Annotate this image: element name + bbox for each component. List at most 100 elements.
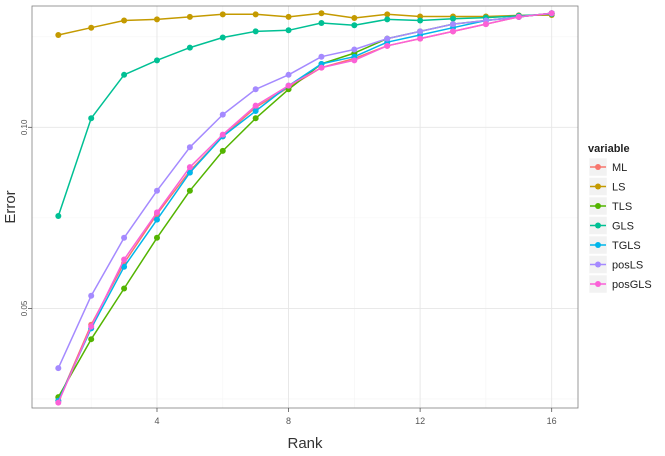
- data-point-posGLS: [384, 42, 391, 49]
- legend-key-point: [595, 183, 601, 190]
- legend-item-ML: ML: [588, 157, 627, 177]
- legend-key-point: [595, 281, 601, 287]
- data-point-GLS: [285, 27, 292, 34]
- legend-key-point: [595, 242, 601, 248]
- legend-key-point: [595, 261, 601, 268]
- data-point-LS: [351, 14, 358, 21]
- legend-label: posGLS: [612, 279, 652, 291]
- data-point-posGLS: [548, 10, 555, 17]
- data-point-posGLS: [318, 64, 325, 71]
- x-tick-label: 12: [415, 416, 425, 426]
- data-point-posGLS: [417, 35, 424, 42]
- data-point-posLS: [186, 144, 193, 151]
- data-point-posLS: [153, 187, 160, 194]
- y-axis-ticks: 0.05 0.10: [20, 119, 32, 316]
- data-point-TLS: [252, 115, 259, 122]
- data-point-posGLS: [121, 256, 128, 263]
- data-point-posGLS: [351, 57, 358, 64]
- data-point-posGLS: [186, 164, 193, 171]
- legend-label: posLS: [612, 260, 643, 272]
- data-point-posLS: [121, 234, 128, 241]
- data-point-LS: [88, 24, 95, 31]
- data-point-TGLS: [121, 263, 128, 270]
- series-line-posLS: [57, 12, 552, 369]
- legend-item-TLS: TLS: [588, 196, 632, 216]
- data-point-posGLS: [55, 399, 62, 406]
- data-point-GLS: [318, 20, 325, 27]
- legend-items: ML LS TLS GLS TGLS posLS posGLS: [588, 157, 652, 294]
- data-point-LS: [153, 16, 160, 23]
- legend-label: ML: [612, 162, 627, 174]
- data-point-TGLS: [186, 169, 193, 176]
- data-point-TLS: [88, 336, 95, 343]
- data-point-GLS: [55, 213, 62, 220]
- data-point-posGLS: [219, 131, 226, 138]
- data-point-posLS: [384, 35, 391, 42]
- data-point-posGLS: [450, 28, 457, 35]
- y-tick-label: 0.10: [20, 119, 29, 135]
- data-point-GLS: [121, 71, 128, 78]
- data-point-GLS: [351, 22, 358, 29]
- data-point-posLS: [285, 71, 292, 78]
- data-point-posGLS: [515, 13, 522, 20]
- data-point-TLS: [121, 285, 128, 292]
- data-point-LS: [384, 11, 391, 18]
- data-point-posGLS: [153, 209, 160, 216]
- legend-key-point: [595, 203, 601, 209]
- data-point-posLS: [417, 28, 424, 35]
- series-posLS: [55, 10, 555, 372]
- x-tick-label: 4: [154, 416, 159, 426]
- legend: variable ML LS TLS GLS TGLS posLS posGLS: [588, 143, 652, 294]
- data-point-TGLS: [153, 216, 160, 223]
- data-point-posLS: [55, 365, 62, 372]
- data-point-TGLS: [252, 108, 259, 115]
- data-point-posLS: [351, 46, 358, 53]
- data-point-posGLS: [482, 21, 489, 28]
- legend-title: variable: [588, 143, 630, 155]
- legend-item-posLS: posLS: [588, 255, 643, 274]
- data-point-TLS: [219, 147, 226, 154]
- legend-key-point: [595, 222, 601, 229]
- plot-panel-border: [31, 5, 579, 409]
- data-point-GLS: [219, 34, 226, 41]
- data-point-posLS: [252, 86, 259, 93]
- data-point-posLS: [88, 292, 95, 299]
- data-point-GLS: [88, 115, 95, 122]
- data-point-LS: [285, 13, 292, 20]
- series-line-GLS: [57, 13, 552, 217]
- legend-key-point: [595, 164, 601, 170]
- data-point-LS: [55, 31, 62, 38]
- legend-item-GLS: GLS: [588, 216, 634, 235]
- data-point-LS: [186, 13, 193, 20]
- data-point-LS: [318, 10, 325, 17]
- data-point-GLS: [252, 28, 259, 35]
- data-point-posGLS: [285, 82, 292, 89]
- data-point-GLS: [450, 15, 457, 22]
- y-tick-label: 0.05: [20, 300, 29, 316]
- data-point-posGLS: [88, 323, 95, 330]
- data-point-LS: [121, 17, 128, 24]
- data-point-LS: [252, 11, 259, 18]
- data-point-TLS: [153, 234, 160, 241]
- legend-label: LS: [612, 182, 625, 194]
- minor-gridlines: [32, 6, 578, 408]
- x-axis-ticks: 4 8 12 16: [154, 408, 557, 426]
- x-tick-label: 8: [286, 416, 291, 426]
- series-line-TGLS: [57, 12, 552, 402]
- data-point-posLS: [450, 21, 457, 28]
- legend-label: TLS: [612, 201, 632, 213]
- data-point-GLS: [417, 17, 424, 24]
- y-axis-label: Error: [2, 190, 19, 223]
- series-posGLS: [55, 10, 555, 406]
- x-axis-label: Rank: [287, 435, 323, 452]
- legend-item-LS: LS: [588, 177, 625, 196]
- legend-label: TGLS: [612, 240, 641, 252]
- x-tick-label: 16: [547, 416, 557, 426]
- data-point-GLS: [186, 44, 193, 51]
- legend-item-TGLS: TGLS: [588, 235, 641, 255]
- series-line-posGLS: [57, 12, 552, 403]
- series-line-LS: [58, 12, 552, 36]
- data-point-TLS: [186, 187, 193, 194]
